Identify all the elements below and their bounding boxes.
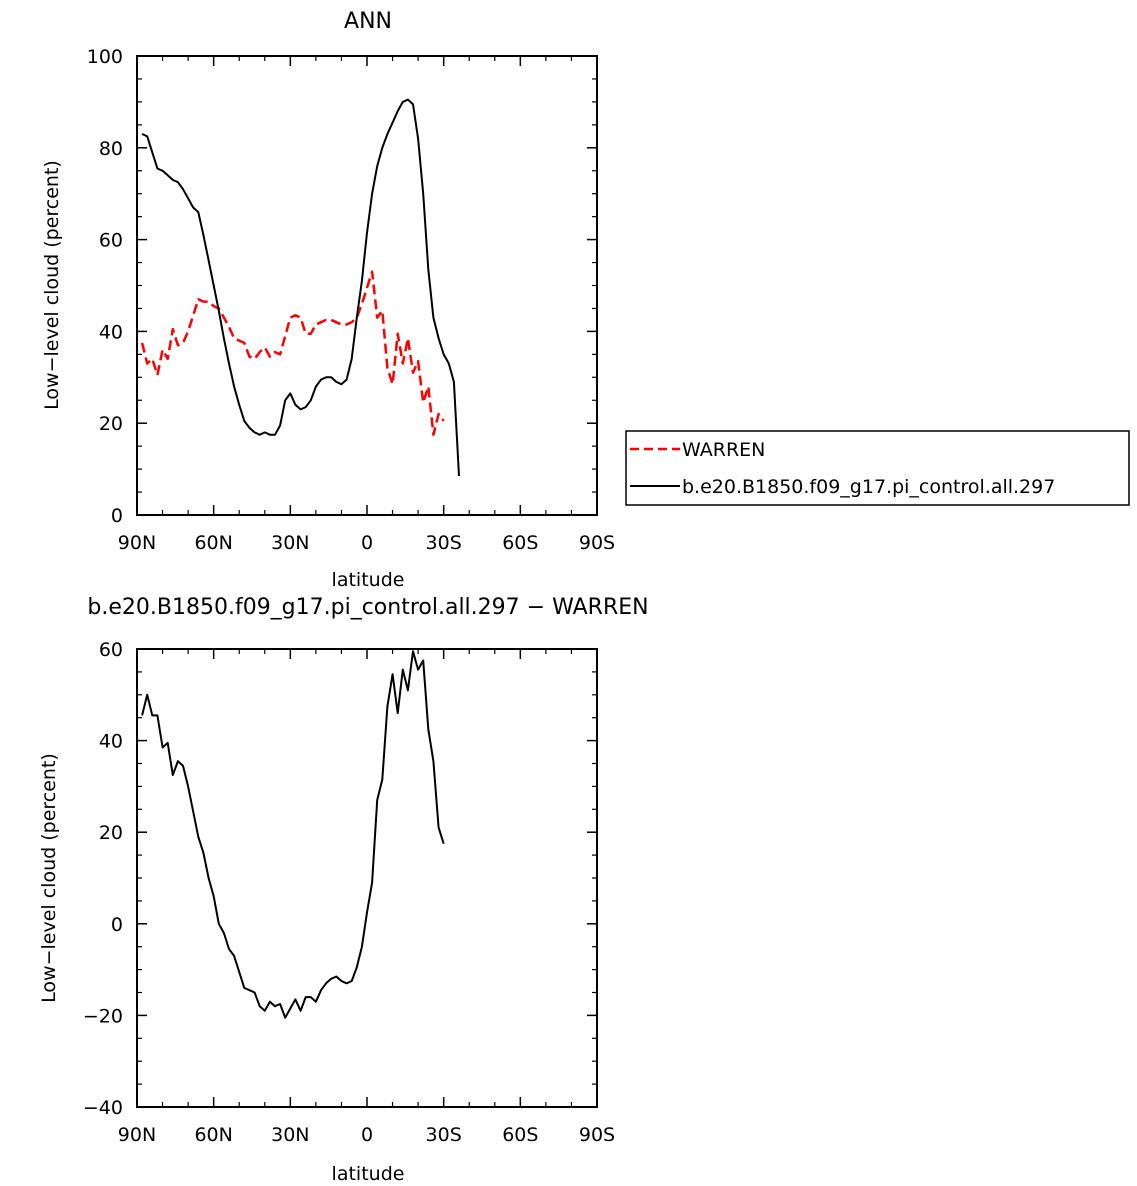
top-plot-area: 0 20 40 60 80 100 90N 60N 30N 0 30S 60S 90S xyxy=(87,46,615,554)
legend-label-warren: WARREN xyxy=(682,439,765,461)
bottom-chart-title: b.e20.B1850.f09_g17.pi_control.all.297 −… xyxy=(87,595,648,620)
bottom-x-tick-label: 90S xyxy=(579,1124,615,1146)
bottom-y-tick-label: −20 xyxy=(83,1005,123,1027)
top-y-tick-label: 100 xyxy=(87,46,123,68)
bottom-y-tick-label: 60 xyxy=(99,639,123,661)
top-y-tick-label: 0 xyxy=(111,505,123,527)
legend-label-model: b.e20.B1850.f09_g17.pi_control.all.297 xyxy=(682,476,1055,498)
legend: WARREN b.e20.B1850.f09_g17.pi_control.al… xyxy=(625,430,1130,506)
top-panel: ANN 0 20 40 60 80 100 90N 60N 30N 0 30S 60S 90S lati… xyxy=(41,9,615,591)
bottom-x-tick-label: 60S xyxy=(502,1124,538,1146)
bottom-y-tick-label: 20 xyxy=(99,822,123,844)
bottom-series-line-0 xyxy=(141,650,445,1019)
top-x-tick-label: 30S xyxy=(426,532,462,554)
top-x-tick-label: 60S xyxy=(502,532,538,554)
top-y-tick-label: 60 xyxy=(99,230,123,252)
top-y-tick-label: 80 xyxy=(99,138,123,160)
bottom-x-tick-label: 30N xyxy=(271,1124,309,1146)
top-x-tick-label: 90S xyxy=(579,532,615,554)
bottom-panel: b.e20.B1850.f09_g17.pi_control.all.297 −… xyxy=(38,595,649,1185)
legend-box xyxy=(625,430,1130,506)
bottom-x-tick-label: 0 xyxy=(361,1124,373,1146)
top-y-tick-label: 40 xyxy=(99,321,123,343)
bottom-y-tick-label: 0 xyxy=(111,914,123,936)
top-y-tick-label: 20 xyxy=(99,413,123,435)
bottom-x-axis-label: latitude xyxy=(332,1163,405,1185)
bottom-x-tick-label: 30S xyxy=(426,1124,462,1146)
top-series-line-0 xyxy=(140,270,445,436)
bottom-y-tick-label: 40 xyxy=(99,731,123,753)
bottom-x-tick-label: 60N xyxy=(194,1124,232,1146)
top-x-tick-label: 90N xyxy=(118,532,156,554)
bottom-plot-area: −40 −20 0 20 40 60 90N 60N 30N 0 30S 60S 90S xyxy=(83,639,615,1146)
top-chart-title: ANN xyxy=(344,9,392,34)
top-x-axis-label: latitude xyxy=(332,569,405,591)
top-series-line-1 xyxy=(141,98,460,477)
top-x-tick-label: 0 xyxy=(361,532,373,554)
bottom-x-tick-label: 90N xyxy=(118,1124,156,1146)
top-x-tick-label: 30N xyxy=(271,532,309,554)
top-x-tick-label: 60N xyxy=(194,532,232,554)
bottom-y-tick-label: −40 xyxy=(83,1097,123,1119)
top-y-axis-label: Low−level cloud (percent) xyxy=(41,160,63,410)
bottom-y-axis-label: Low−level cloud (percent) xyxy=(38,753,60,1003)
bottom-plot-frame xyxy=(136,648,598,1108)
